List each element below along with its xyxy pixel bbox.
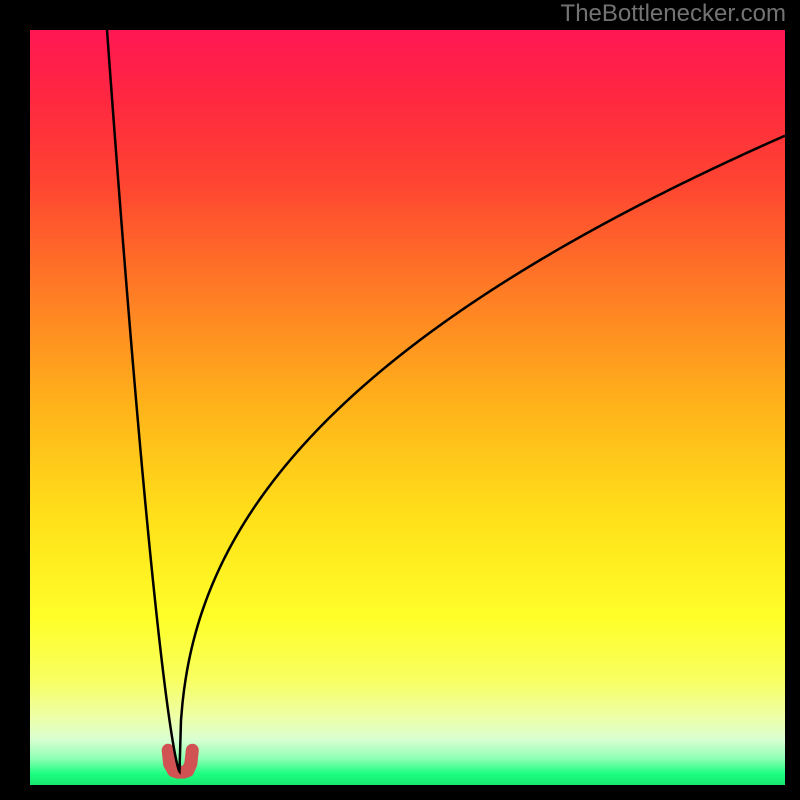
plot-area (30, 30, 785, 785)
bottleneck-chart: TheBottlenecker.com (0, 0, 800, 800)
watermark-text: TheBottlenecker.com (561, 0, 786, 28)
bottleneck-curve (107, 30, 785, 771)
curve-overlay (30, 30, 785, 785)
